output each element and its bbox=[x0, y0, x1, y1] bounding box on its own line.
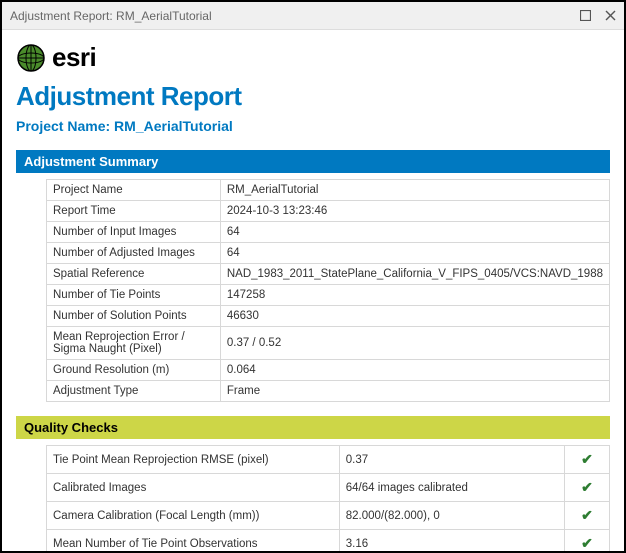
table-row: Number of Solution Points46630 bbox=[47, 306, 610, 327]
summary-value: 2024-10-3 13:23:46 bbox=[220, 201, 609, 222]
table-row: Adjustment TypeFrame bbox=[47, 381, 610, 402]
summary-value: 147258 bbox=[220, 285, 609, 306]
report-body[interactable]: esri Adjustment Report Project Name: RM_… bbox=[2, 30, 624, 551]
window-title: Adjustment Report: RM_AerialTutorial bbox=[10, 9, 212, 23]
project-name-value: RM_AerialTutorial bbox=[114, 118, 233, 134]
table-row: Spatial ReferenceNAD_1983_2011_StatePlan… bbox=[47, 264, 610, 285]
table-row: Project NameRM_AerialTutorial bbox=[47, 180, 610, 201]
quality-label: Camera Calibration (Focal Length (mm)) bbox=[47, 502, 340, 530]
summary-value: 64 bbox=[220, 222, 609, 243]
summary-label: Adjustment Type bbox=[47, 381, 221, 402]
summary-label: Number of Solution Points bbox=[47, 306, 221, 327]
globe-icon bbox=[16, 43, 46, 73]
table-row: Camera Calibration (Focal Length (mm))82… bbox=[47, 502, 610, 530]
table-row: Number of Adjusted Images64 bbox=[47, 243, 610, 264]
summary-label: Report Time bbox=[47, 201, 221, 222]
check-icon: ✔ bbox=[581, 535, 593, 551]
project-name-line: Project Name: RM_AerialTutorial bbox=[16, 118, 610, 134]
table-row: Number of Tie Points147258 bbox=[47, 285, 610, 306]
table-row: Mean Reprojection Error / Sigma Naught (… bbox=[47, 327, 610, 360]
titlebar: Adjustment Report: RM_AerialTutorial bbox=[2, 2, 624, 30]
summary-label: Ground Resolution (m) bbox=[47, 360, 221, 381]
quality-value: 0.37 bbox=[339, 446, 564, 474]
summary-label: Number of Tie Points bbox=[47, 285, 221, 306]
table-row: Report Time2024-10-3 13:23:46 bbox=[47, 201, 610, 222]
table-row: Calibrated Images64/64 images calibrated… bbox=[47, 474, 610, 502]
window-controls bbox=[580, 10, 616, 21]
summary-value: NAD_1983_2011_StatePlane_California_V_FI… bbox=[220, 264, 609, 285]
quality-label: Mean Number of Tie Point Observations bbox=[47, 530, 340, 552]
quality-label: Calibrated Images bbox=[47, 474, 340, 502]
summary-value: RM_AerialTutorial bbox=[220, 180, 609, 201]
app-window: Adjustment Report: RM_AerialTutorial bbox=[0, 0, 626, 553]
quality-label: Tie Point Mean Reprojection RMSE (pixel) bbox=[47, 446, 340, 474]
logo-text: esri bbox=[52, 42, 96, 73]
quality-value: 82.000/(82.000), 0 bbox=[339, 502, 564, 530]
logo: esri bbox=[16, 42, 610, 73]
check-icon: ✔ bbox=[581, 507, 593, 523]
section-header-quality: Quality Checks bbox=[16, 416, 610, 439]
table-row: Tie Point Mean Reprojection RMSE (pixel)… bbox=[47, 446, 610, 474]
summary-label: Number of Input Images bbox=[47, 222, 221, 243]
report-title: Adjustment Report bbox=[16, 81, 610, 112]
close-icon[interactable] bbox=[605, 10, 616, 21]
check-icon: ✔ bbox=[581, 479, 593, 495]
summary-table: Project NameRM_AerialTutorialReport Time… bbox=[46, 179, 610, 402]
summary-value: 0.37 / 0.52 bbox=[220, 327, 609, 360]
summary-value: 64 bbox=[220, 243, 609, 264]
quality-value: 64/64 images calibrated bbox=[339, 474, 564, 502]
summary-label: Mean Reprojection Error / Sigma Naught (… bbox=[47, 327, 221, 360]
maximize-icon[interactable] bbox=[580, 10, 591, 21]
project-label: Project Name: bbox=[16, 118, 114, 134]
summary-label: Spatial Reference bbox=[47, 264, 221, 285]
table-row: Ground Resolution (m)0.064 bbox=[47, 360, 610, 381]
table-row: Mean Number of Tie Point Observations3.1… bbox=[47, 530, 610, 552]
summary-value: Frame bbox=[220, 381, 609, 402]
quality-value: 3.16 bbox=[339, 530, 564, 552]
quality-table: Tie Point Mean Reprojection RMSE (pixel)… bbox=[46, 445, 610, 551]
summary-label: Number of Adjusted Images bbox=[47, 243, 221, 264]
table-row: Number of Input Images64 bbox=[47, 222, 610, 243]
check-icon: ✔ bbox=[581, 451, 593, 467]
summary-label: Project Name bbox=[47, 180, 221, 201]
summary-value: 46630 bbox=[220, 306, 609, 327]
summary-value: 0.064 bbox=[220, 360, 609, 381]
section-header-summary: Adjustment Summary bbox=[16, 150, 610, 173]
